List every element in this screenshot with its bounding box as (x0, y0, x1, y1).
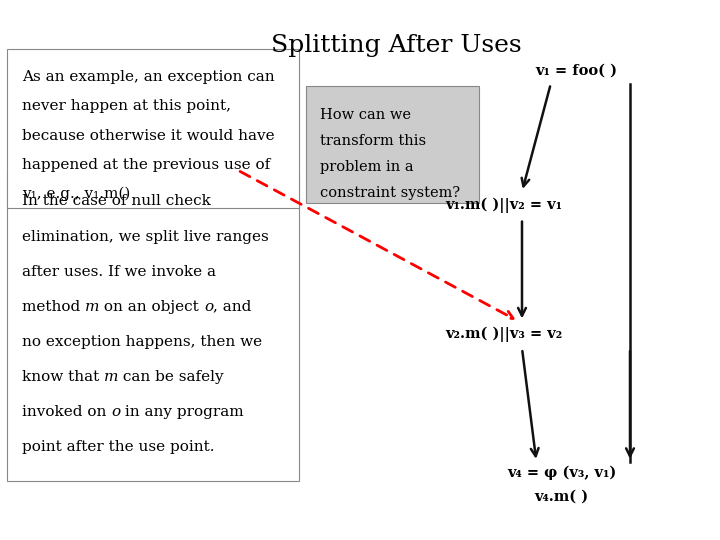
Text: no exception happens, then we: no exception happens, then we (22, 335, 262, 349)
FancyBboxPatch shape (7, 173, 299, 481)
FancyBboxPatch shape (306, 86, 479, 202)
Text: m: m (85, 300, 99, 314)
FancyBboxPatch shape (7, 49, 299, 208)
Text: v₂.m( )||v₃ = v₂: v₂.m( )||v₃ = v₂ (446, 327, 562, 342)
Text: invoked on: invoked on (22, 405, 111, 419)
Text: know that: know that (22, 370, 104, 384)
Text: on an object: on an object (99, 300, 204, 314)
Text: elimination, we split live ranges: elimination, we split live ranges (22, 230, 269, 244)
Text: , and: , and (213, 300, 251, 314)
Text: How can we: How can we (320, 108, 411, 122)
Text: v₁, e.g., v₁.m(): v₁, e.g., v₁.m() (22, 187, 130, 201)
Text: In the case of null check: In the case of null check (22, 194, 210, 208)
Text: point after the use point.: point after the use point. (22, 440, 214, 454)
Text: v₁.m( )||v₂ = v₁: v₁.m( )||v₂ = v₁ (446, 198, 562, 213)
Text: m: m (104, 370, 118, 384)
Text: problem in a: problem in a (320, 160, 414, 174)
Text: happened at the previous use of: happened at the previous use of (22, 158, 270, 172)
Text: because otherwise it would have: because otherwise it would have (22, 129, 274, 143)
Text: never happen at this point,: never happen at this point, (22, 99, 230, 113)
Text: method: method (22, 300, 85, 314)
Text: in any program: in any program (120, 405, 243, 419)
Text: constraint system?: constraint system? (320, 186, 461, 200)
Text: transform this: transform this (320, 134, 426, 148)
Text: v₄.m( ): v₄.m( ) (534, 490, 589, 504)
Text: v₄ = φ (v₃, v₁): v₄ = φ (v₃, v₁) (507, 465, 616, 480)
Text: after uses. If we invoke a: after uses. If we invoke a (22, 265, 215, 279)
Text: As an example, an exception can: As an example, an exception can (22, 70, 274, 84)
Text: Splitting After Uses: Splitting After Uses (271, 35, 521, 57)
Text: o: o (111, 405, 120, 419)
Text: can be safely: can be safely (118, 370, 224, 384)
Text: v₁ = foo( ): v₁ = foo( ) (535, 63, 617, 77)
Text: o: o (204, 300, 213, 314)
